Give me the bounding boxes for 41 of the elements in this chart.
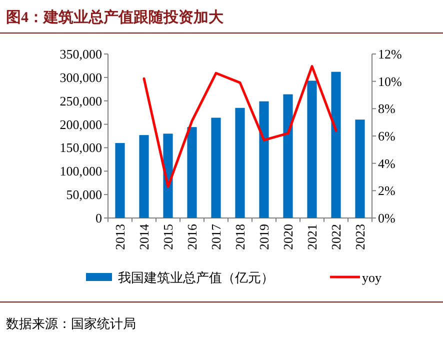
bar (307, 80, 317, 218)
y-tick-label: 100,000 (60, 164, 102, 179)
y2-tick-label: 8% (378, 101, 396, 116)
line-series (142, 65, 338, 188)
x-tick-label: 2015 (160, 224, 176, 250)
bar (139, 135, 149, 218)
x-tick-label: 2014 (136, 224, 152, 250)
x-tick-label: 2018 (232, 224, 248, 250)
y2-tick-label: 2% (378, 183, 396, 198)
y2-tick-label: 12% (378, 46, 402, 62)
bar (115, 143, 125, 218)
bar (331, 72, 341, 218)
y-tick-label: 0 (96, 210, 102, 226)
y2-tick-label: 6% (378, 128, 396, 144)
bar (235, 108, 245, 218)
chart-title: 图4：建筑业总产值跟随投资加大 (6, 9, 224, 26)
bar (211, 118, 221, 218)
source-note: 数据来源：国家统计局 (6, 316, 136, 331)
y-tick-label: 350,000 (60, 46, 102, 62)
x-tick-label: 2022 (328, 224, 344, 250)
x-tick-label: 2017 (208, 224, 224, 250)
y-tick-label: 300,000 (60, 70, 102, 85)
x-tick-label: 2023 (352, 224, 368, 250)
x-tick-label: 2020 (280, 224, 296, 250)
x-tick-label: 2019 (256, 224, 272, 250)
legend-label: yoy (362, 270, 382, 285)
bar (355, 120, 365, 218)
x-tick-label: 2016 (184, 224, 200, 250)
y-tick-label: 250,000 (60, 93, 102, 108)
bar (283, 94, 293, 218)
y-tick-label: 200,000 (60, 116, 102, 132)
y2-tick-label: 10% (378, 74, 402, 89)
bar (259, 101, 269, 218)
bar (187, 127, 197, 218)
y2-tick-label: 4% (378, 156, 396, 171)
y-tick-label: 150,000 (60, 140, 102, 156)
x-tick-label: 2021 (304, 224, 320, 250)
y2-tick-label: 0% (378, 210, 396, 226)
legend-label: 我国建筑业总产值（亿元） (118, 270, 274, 285)
y-tick-label: 50,000 (66, 187, 102, 202)
x-tick-label: 2013 (112, 224, 128, 250)
